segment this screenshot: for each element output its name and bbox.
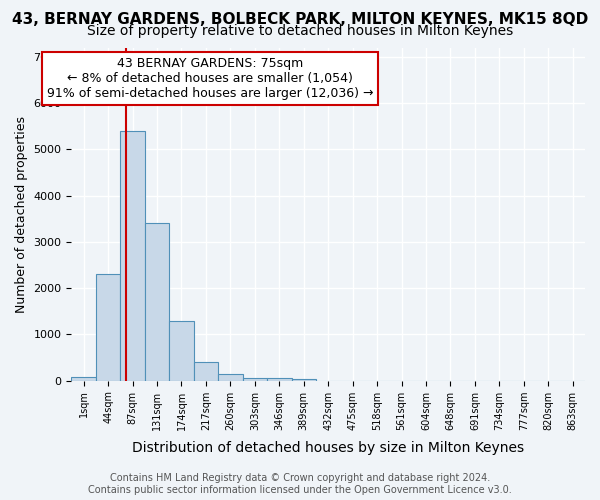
Text: 43, BERNAY GARDENS, BOLBECK PARK, MILTON KEYNES, MK15 8QD: 43, BERNAY GARDENS, BOLBECK PARK, MILTON… bbox=[12, 12, 588, 28]
Bar bbox=[145, 224, 169, 380]
Bar bbox=[267, 378, 292, 380]
X-axis label: Distribution of detached houses by size in Milton Keynes: Distribution of detached houses by size … bbox=[132, 441, 524, 455]
Bar bbox=[71, 378, 96, 380]
Y-axis label: Number of detached properties: Number of detached properties bbox=[15, 116, 28, 312]
Bar bbox=[169, 320, 194, 380]
Bar bbox=[121, 131, 145, 380]
Bar bbox=[96, 274, 121, 380]
Text: Contains HM Land Registry data © Crown copyright and database right 2024.
Contai: Contains HM Land Registry data © Crown c… bbox=[88, 474, 512, 495]
Text: Size of property relative to detached houses in Milton Keynes: Size of property relative to detached ho… bbox=[87, 24, 513, 38]
Bar bbox=[194, 362, 218, 380]
Bar bbox=[218, 374, 242, 380]
Text: 43 BERNAY GARDENS: 75sqm
← 8% of detached houses are smaller (1,054)
91% of semi: 43 BERNAY GARDENS: 75sqm ← 8% of detache… bbox=[47, 58, 373, 100]
Bar bbox=[242, 378, 267, 380]
